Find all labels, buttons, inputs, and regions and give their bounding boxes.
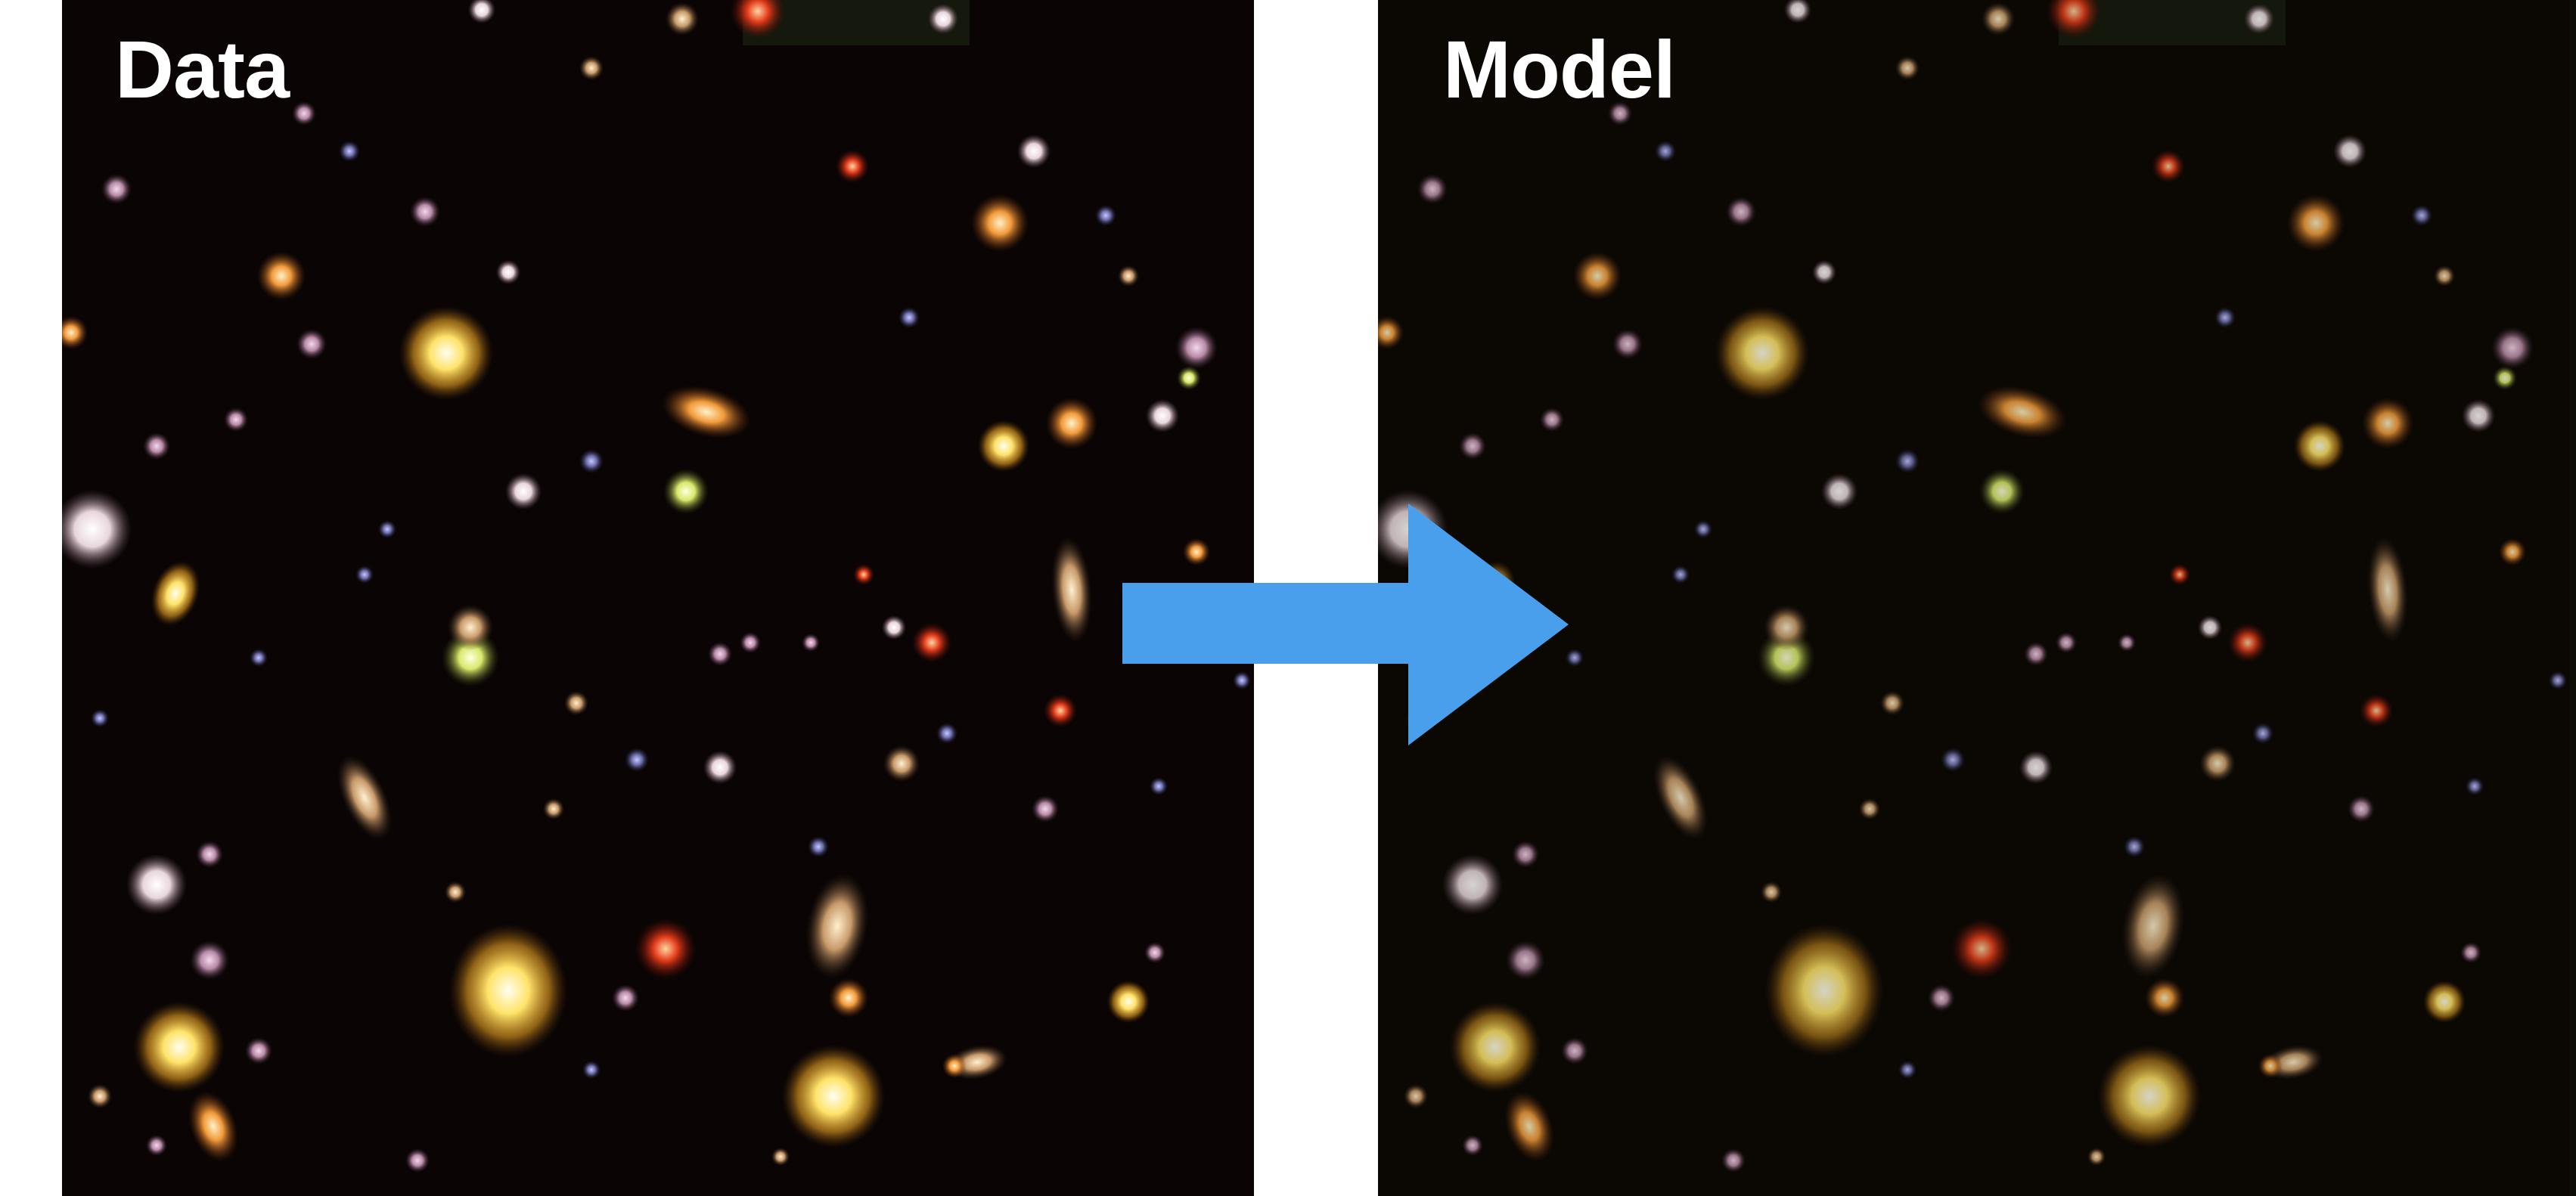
data-panel: Data: [62, 0, 1254, 1196]
model-image: [1378, 0, 2576, 1196]
model-panel: Model: [1378, 0, 2576, 1196]
model-panel-label: Model: [1443, 23, 1676, 115]
data-image: [62, 0, 1254, 1196]
data-panel-label: Data: [115, 23, 290, 115]
right-arrow-icon: [1122, 503, 1569, 745]
